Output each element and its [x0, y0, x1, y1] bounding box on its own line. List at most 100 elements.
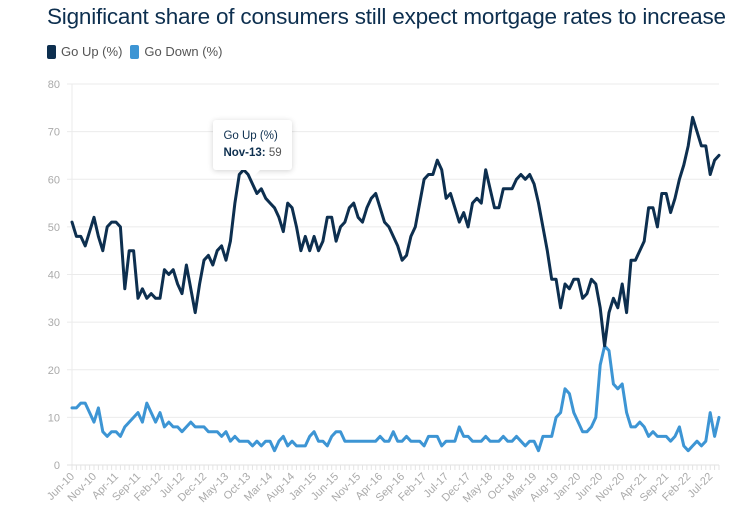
data-point — [620, 282, 624, 286]
data-point — [263, 196, 267, 200]
data-point — [316, 248, 320, 252]
data-point — [391, 234, 395, 238]
data-point — [219, 434, 223, 438]
legend-label-go-down: Go Down (%) — [144, 44, 223, 59]
data-point — [462, 210, 466, 214]
data-point — [79, 401, 83, 405]
data-point — [255, 439, 259, 443]
data-point — [202, 425, 206, 429]
data-point — [598, 363, 602, 367]
data-point — [74, 406, 78, 410]
data-point — [241, 439, 245, 443]
data-point — [180, 429, 184, 433]
data-point — [409, 439, 413, 443]
data-point — [572, 410, 576, 414]
data-point — [365, 206, 369, 210]
data-point — [396, 439, 400, 443]
data-point — [550, 277, 554, 281]
data-point — [184, 425, 188, 429]
data-point — [497, 439, 501, 443]
data-point — [660, 191, 664, 195]
data-point — [356, 215, 360, 219]
data-point — [136, 296, 140, 300]
data-point — [638, 248, 642, 252]
data-point — [92, 215, 96, 219]
legend-swatch-go-up — [47, 44, 56, 59]
data-point — [536, 201, 540, 205]
data-point — [611, 296, 615, 300]
data-point — [664, 191, 668, 195]
data-point — [466, 225, 470, 229]
data-point — [567, 287, 571, 291]
data-point — [105, 225, 109, 229]
data-point — [528, 439, 532, 443]
data-point — [470, 201, 474, 205]
data-point — [506, 187, 510, 191]
y-tick-label: 60 — [48, 174, 60, 186]
data-point — [616, 306, 620, 310]
data-point — [611, 382, 615, 386]
legend-item-go-down[interactable]: Go Down (%) — [130, 44, 222, 59]
data-point — [153, 296, 157, 300]
data-point — [303, 444, 307, 448]
data-point — [708, 410, 712, 414]
data-point — [180, 291, 184, 295]
data-point — [510, 439, 514, 443]
data-point — [290, 439, 294, 443]
data-point — [444, 196, 448, 200]
data-point — [629, 425, 633, 429]
data-point — [431, 172, 435, 176]
data-point — [466, 434, 470, 438]
data-point — [708, 172, 712, 176]
data-point — [312, 234, 316, 238]
data-point — [717, 415, 721, 419]
data-point — [123, 287, 127, 291]
data-point — [131, 415, 135, 419]
data-point — [572, 277, 576, 281]
data-point — [514, 177, 518, 181]
data-point — [136, 410, 140, 414]
data-point — [510, 187, 514, 191]
data-point — [558, 410, 562, 414]
legend-item-go-up[interactable]: Go Up (%) — [47, 44, 122, 59]
data-point — [338, 225, 342, 229]
data-point — [167, 420, 171, 424]
data-point — [259, 444, 263, 448]
data-point — [690, 444, 694, 448]
data-point — [158, 410, 162, 414]
data-point — [197, 425, 201, 429]
data-point — [294, 444, 298, 448]
data-point — [277, 215, 281, 219]
data-point — [268, 439, 272, 443]
data-point — [373, 439, 377, 443]
data-point — [589, 425, 593, 429]
data-point — [554, 415, 558, 419]
data-point — [378, 206, 382, 210]
data-point — [699, 444, 703, 448]
data-point — [541, 434, 545, 438]
y-tick-label: 20 — [48, 365, 60, 377]
tooltip: Go Up (%) Nov-13: 59 — [213, 120, 292, 177]
data-point — [70, 220, 74, 224]
data-point — [440, 168, 444, 172]
data-point — [290, 206, 294, 210]
data-point — [633, 425, 637, 429]
data-point — [369, 439, 373, 443]
data-point — [312, 429, 316, 433]
data-point — [303, 234, 307, 238]
data-point — [101, 429, 105, 433]
data-point — [396, 244, 400, 248]
data-point — [334, 429, 338, 433]
data-point — [158, 296, 162, 300]
data-point — [642, 425, 646, 429]
data-point — [686, 144, 690, 148]
data-point — [83, 401, 87, 405]
data-point — [453, 206, 457, 210]
data-point — [184, 263, 188, 267]
data-point — [541, 225, 545, 229]
data-point — [695, 129, 699, 133]
series-line-go-up — [70, 115, 721, 348]
data-point — [594, 415, 598, 419]
data-point — [435, 158, 439, 162]
